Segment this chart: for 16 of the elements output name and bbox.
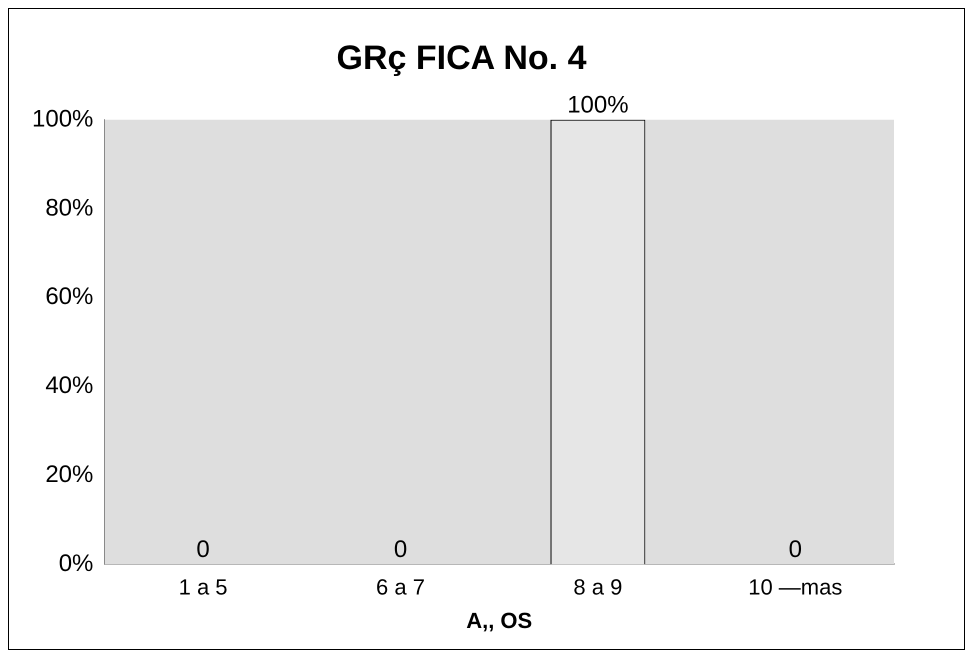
x-tick-label: 10 —mas — [748, 574, 842, 600]
chart-title: GRç FICA No. 4 — [336, 38, 587, 77]
y-tick-label: 40% — [45, 372, 94, 400]
x-tick-label: 6 a 7 — [376, 574, 425, 600]
y-tick-label: 100% — [32, 105, 94, 132]
data-label: 100% — [567, 91, 629, 118]
x-tick-label: 8 a 9 — [573, 574, 622, 600]
y-tick-label: 0% — [58, 550, 94, 577]
y-tick-label: 20% — [45, 460, 94, 488]
y-tick-label: 80% — [45, 194, 94, 222]
data-label: 0 — [788, 536, 802, 563]
x-tick-label: 1 a 5 — [178, 574, 228, 600]
data-label: 0 — [394, 536, 408, 563]
y-tick-label: 60% — [45, 283, 94, 310]
data-label: 0 — [196, 536, 210, 563]
x-axis-title: A,, OS — [466, 608, 532, 633]
